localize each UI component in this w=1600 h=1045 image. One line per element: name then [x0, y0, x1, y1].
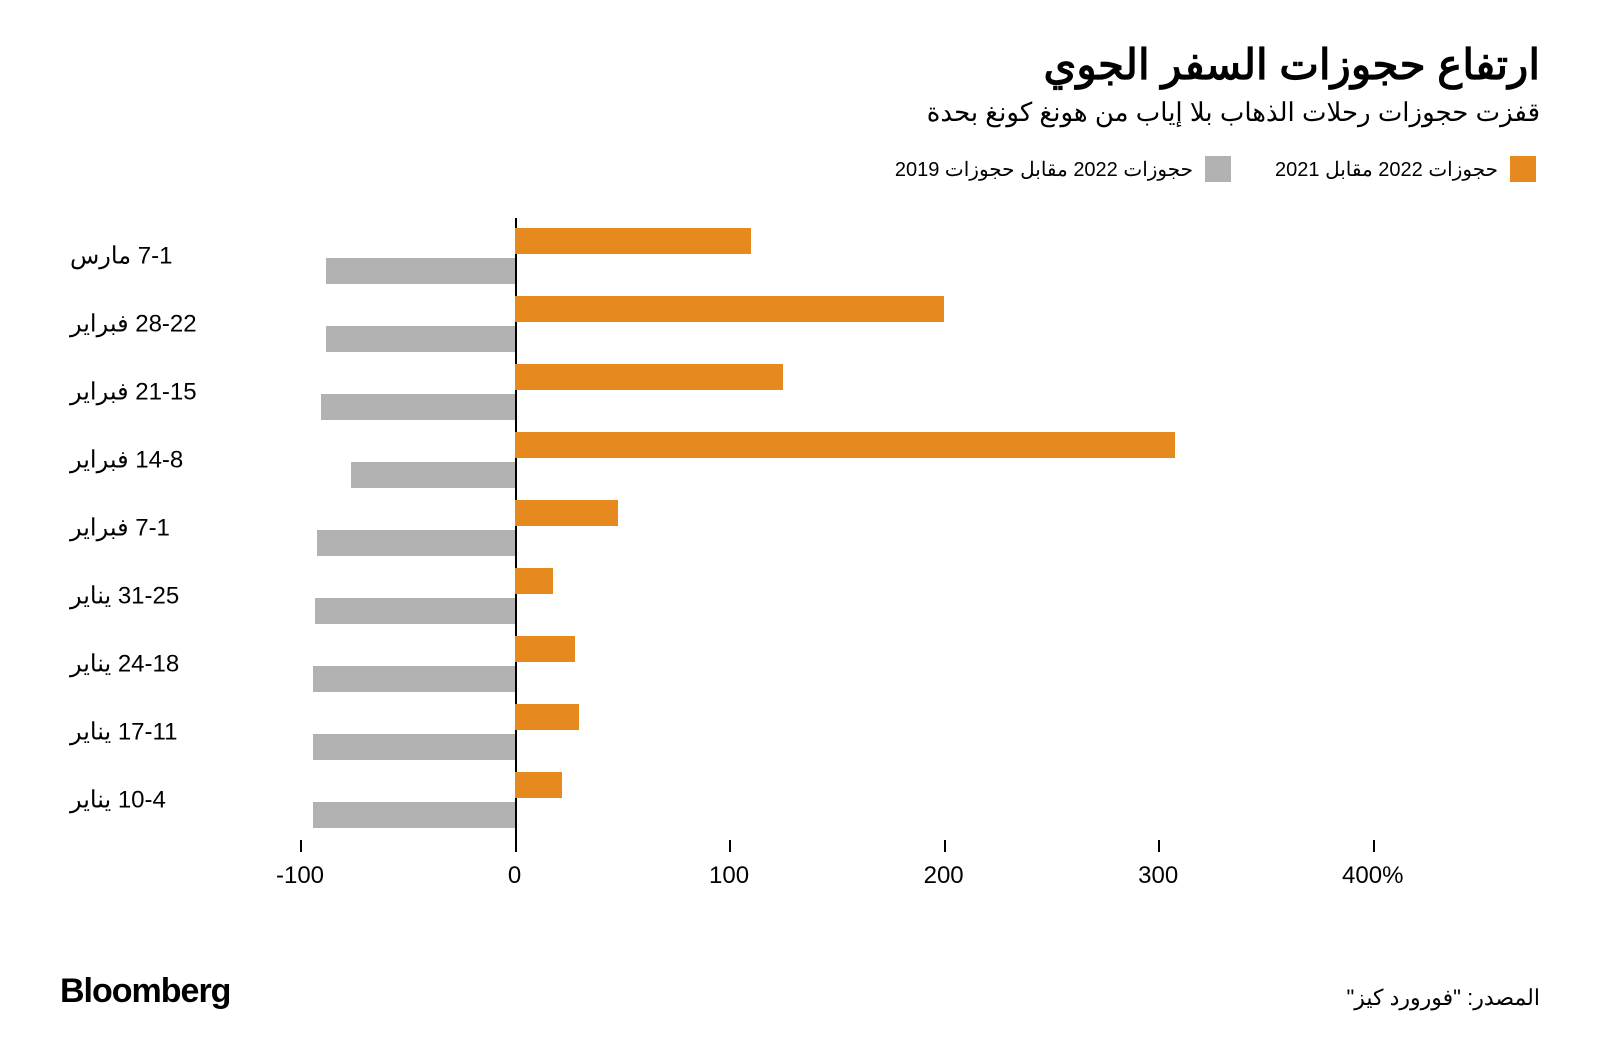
chart-footer: Bloomberg المصدر: "فورورد كيز"	[60, 972, 1540, 1011]
legend: حجوزات 2022 مقابل 2021 حجوزات 2022 مقابل…	[60, 156, 1540, 182]
category-label: 31-25 يناير	[70, 582, 290, 611]
bar-series-b	[326, 258, 515, 284]
category-label: 7-1 مارس	[70, 242, 290, 271]
x-tick-label: 100	[709, 862, 749, 890]
legend-label-b: حجوزات 2022 مقابل حجوزات 2019	[895, 157, 1193, 182]
bar-series-a	[515, 636, 575, 662]
bar-series-b	[321, 394, 514, 420]
category-label: 24-18 يناير	[70, 650, 290, 679]
category-label: 7-1 فبراير	[70, 514, 290, 543]
bar-series-b	[313, 802, 515, 828]
bar-series-b	[313, 734, 515, 760]
x-tick-label: 300	[1138, 862, 1178, 890]
bar-series-b	[313, 666, 515, 692]
bar-series-a	[515, 228, 751, 254]
x-tick	[1373, 840, 1375, 852]
x-tick	[1158, 840, 1160, 852]
legend-swatch-b	[1205, 156, 1231, 182]
bar-series-a	[515, 296, 944, 322]
bar-series-a	[515, 772, 562, 798]
bar-series-b	[317, 530, 514, 556]
plot-area: -1000100200300400%	[300, 218, 1480, 840]
bar-series-a	[515, 432, 1176, 458]
bar-series-a	[515, 500, 618, 526]
source-text: المصدر: "فورورد كيز"	[1346, 985, 1540, 1011]
legend-swatch-a	[1510, 156, 1536, 182]
x-tick	[729, 840, 731, 852]
category-label: 14-8 فبراير	[70, 446, 290, 475]
legend-item-b: حجوزات 2022 مقابل حجوزات 2019	[895, 156, 1231, 182]
legend-label-a: حجوزات 2022 مقابل 2021	[1275, 157, 1498, 182]
bar-series-b	[315, 598, 515, 624]
chart-title: ارتفاع حجوزات السفر الجوي	[60, 40, 1540, 89]
x-tick-label: 200	[924, 862, 964, 890]
bar-series-b	[326, 326, 515, 352]
bar-series-b	[351, 462, 514, 488]
bar-series-a	[515, 704, 579, 730]
category-label: 28-22 فبراير	[70, 310, 290, 339]
category-label: 17-11 يناير	[70, 718, 290, 747]
x-tick-label: 400%	[1342, 862, 1403, 890]
x-tick	[515, 840, 517, 852]
category-label: 10-4 يناير	[70, 786, 290, 815]
bar-series-a	[515, 364, 783, 390]
x-tick	[944, 840, 946, 852]
x-tick	[300, 840, 302, 852]
x-tick-label: -100	[276, 862, 324, 890]
chart-subtitle: قفزت حجوزات رحلات الذهاب بلا إياب من هون…	[60, 97, 1540, 128]
chart-area: -1000100200300400% 7-1 مارس28-22 فبراير2…	[60, 218, 1540, 898]
category-label: 21-15 فبراير	[70, 378, 290, 407]
bar-series-a	[515, 568, 554, 594]
brand-logo: Bloomberg	[60, 972, 230, 1011]
legend-item-a: حجوزات 2022 مقابل 2021	[1275, 156, 1536, 182]
x-tick-label: 0	[508, 862, 521, 890]
